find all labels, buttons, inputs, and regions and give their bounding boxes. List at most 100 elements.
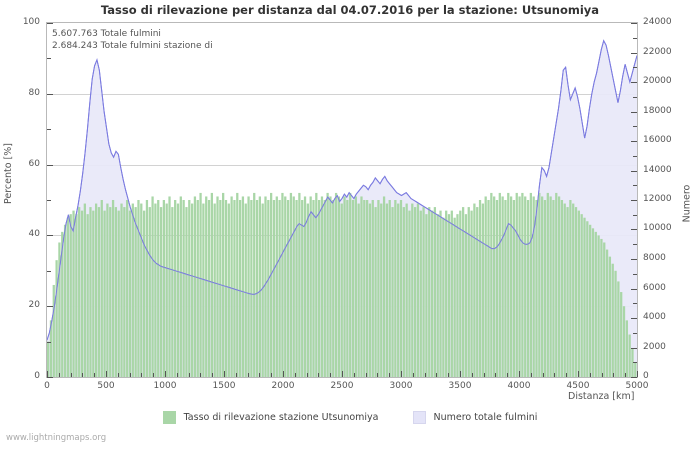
axis-tickmark <box>47 271 51 272</box>
axis-tickmark <box>633 244 637 245</box>
axis-tickmark <box>633 274 637 275</box>
chart-legend: Tasso di rilevazione stazione Utsunomiya… <box>0 411 700 424</box>
annotation-line-total: 5.607.763 Totale fulmini <box>52 29 161 39</box>
axis-tickmark <box>633 215 637 216</box>
y-right-tick-18000: 18000 <box>643 106 672 116</box>
y-right-tick-0: 0 <box>643 371 649 381</box>
gridline <box>47 94 637 95</box>
plot-area <box>46 22 638 378</box>
axis-tickmark <box>633 185 637 186</box>
axis-tickmark <box>141 373 142 377</box>
axis-tickmark <box>153 373 154 377</box>
x-axis-label: Distanza [km] <box>568 391 635 402</box>
x-tick-2500: 2500 <box>330 381 354 391</box>
axis-tickmark <box>495 373 496 377</box>
axis-tickmark <box>436 373 437 377</box>
x-tick-1500: 1500 <box>212 381 236 391</box>
axis-tickmark <box>633 333 637 334</box>
axis-tickmark <box>118 373 119 377</box>
axis-tickmark <box>633 126 637 127</box>
axis-tickmark <box>248 373 249 377</box>
axis-tickmark <box>377 373 378 377</box>
site-footer: www.lightningmaps.org <box>6 433 107 443</box>
y-right-tick-20000: 20000 <box>643 76 672 86</box>
axis-tickmark <box>330 373 331 377</box>
y-left-tick-80: 80 <box>28 88 40 98</box>
gridline <box>47 165 637 166</box>
x-tick-3000: 3000 <box>389 381 413 391</box>
axis-tickmark <box>212 373 213 377</box>
legend-label-total-strokes: Numero totale fulmini <box>433 412 538 423</box>
axis-tickmark <box>295 373 296 377</box>
axis-tickmark <box>484 373 485 377</box>
x-tick-4500: 4500 <box>566 381 590 391</box>
axis-tickmark <box>519 371 520 377</box>
y-left-tick-100: 100 <box>22 17 40 27</box>
bar-series-detection-rate <box>47 192 637 377</box>
axis-tickmark <box>389 373 390 377</box>
axis-tickmark <box>318 373 319 377</box>
y-right-tick-4000: 4000 <box>643 312 666 322</box>
axis-tickmark <box>613 373 614 377</box>
axis-tickmark <box>82 373 83 377</box>
axis-tickmark <box>631 229 637 230</box>
axis-tickmark <box>283 371 284 377</box>
series-canvas <box>47 23 637 377</box>
axis-tickmark <box>224 371 225 377</box>
legend-swatch-detection-rate <box>162 411 176 424</box>
axis-tickmark <box>271 373 272 377</box>
axis-tickmark <box>47 235 53 236</box>
legend-label-detection-rate: Tasso di rilevazione stazione Utsunomiya <box>183 412 379 423</box>
y-right-tick-10000: 10000 <box>643 223 672 233</box>
y-right-tick-8000: 8000 <box>643 253 666 263</box>
axis-tickmark <box>631 171 637 172</box>
axis-tickmark <box>631 141 637 142</box>
axis-tickmark <box>342 371 343 377</box>
axis-tickmark <box>200 373 201 377</box>
y-axis-right-label: Numero <box>681 184 693 223</box>
axis-tickmark <box>189 373 190 377</box>
axis-tickmark <box>47 342 51 343</box>
axis-tickmark <box>47 129 51 130</box>
annotation-line-station: 2.684.243 Totale fulmini stazione di <box>52 41 213 51</box>
axis-tickmark <box>602 373 603 377</box>
axis-tickmark <box>94 373 95 377</box>
axis-tickmark <box>633 97 637 98</box>
axis-tickmark <box>448 373 449 377</box>
y-right-tick-12000: 12000 <box>643 194 672 204</box>
axis-tickmark <box>47 371 48 377</box>
legend-item-total-strokes: Numero totale fulmini <box>412 411 538 424</box>
axis-tickmark <box>633 303 637 304</box>
axis-tickmark <box>631 200 637 201</box>
axis-tickmark <box>543 373 544 377</box>
axis-tickmark <box>631 377 637 378</box>
x-tick-1000: 1000 <box>153 381 177 391</box>
axis-tickmark <box>307 373 308 377</box>
axis-tickmark <box>472 373 473 377</box>
axis-tickmark <box>259 373 260 377</box>
axis-tickmark <box>106 371 107 377</box>
y-right-tick-14000: 14000 <box>643 165 672 175</box>
axis-tickmark <box>637 371 638 377</box>
axis-tickmark <box>633 362 637 363</box>
line-total-strokes <box>47 41 637 340</box>
axis-tickmark <box>236 373 237 377</box>
annotation-block: 5.607.763 Totale fulmini 2.684.243 Total… <box>52 28 213 52</box>
axis-tickmark <box>425 373 426 377</box>
axis-tickmark <box>59 373 60 377</box>
axis-tickmark <box>633 38 637 39</box>
axis-tickmark <box>354 373 355 377</box>
x-tick-500: 500 <box>97 381 115 391</box>
axis-tickmark <box>47 165 53 166</box>
axis-tickmark <box>631 112 637 113</box>
y-left-tick-60: 60 <box>28 159 40 169</box>
y-left-tick-40: 40 <box>28 229 40 239</box>
axis-tickmark <box>47 306 53 307</box>
y-right-tick-24000: 24000 <box>643 17 672 27</box>
axis-tickmark <box>366 373 367 377</box>
axis-tickmark <box>590 373 591 377</box>
axis-tickmark <box>47 94 53 95</box>
y-right-tick-2000: 2000 <box>643 342 666 352</box>
axis-tickmark <box>177 373 178 377</box>
